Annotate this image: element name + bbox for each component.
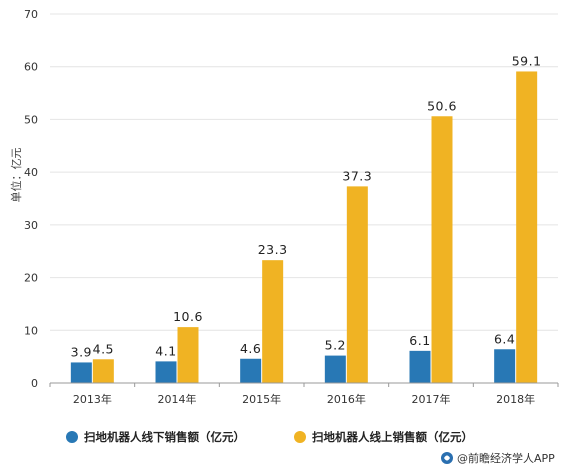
bar-offline: [494, 349, 516, 383]
x-axis-ticks: 2013年 2014年 2015年 2016年 2017年 2018年: [49, 383, 559, 406]
y-tick-label: 50: [24, 113, 38, 126]
data-label: 59.1: [512, 53, 542, 68]
credit-text: @前瞻经济学人APP: [457, 451, 555, 465]
x-tick-label: 2013年: [73, 392, 112, 406]
legend-label: 扫地机器人线上销售额（亿元）: [312, 430, 473, 444]
bar-online: [346, 186, 368, 383]
y-tick-label: 10: [24, 324, 38, 337]
gridlines: [50, 13, 558, 331]
x-tick-label: 2014年: [158, 392, 197, 406]
data-label: 23.3: [258, 242, 288, 257]
data-label: 4.5: [93, 341, 114, 356]
data-label: 4.6: [240, 341, 261, 356]
legend: 扫地机器人线下销售额（亿元） 扫地机器人线上销售额（亿元）: [66, 430, 473, 444]
y-tick-label: 0: [31, 377, 38, 390]
x-tick-label: 2015年: [242, 392, 281, 406]
legend-label: 扫地机器人线下销售额（亿元）: [84, 430, 245, 444]
bars: [70, 71, 538, 384]
bar-offline: [409, 350, 431, 383]
bar-offline: [70, 362, 92, 383]
y-tick-label: 40: [24, 166, 38, 179]
y-tick-label: 20: [24, 272, 38, 285]
y-axis-ticks: 0 10 20 30 40 50 60 70: [24, 8, 38, 390]
y-tick-label: 70: [24, 8, 38, 21]
data-label: 37.3: [342, 168, 372, 183]
data-label: 10.6: [173, 309, 203, 324]
data-label: 4.1: [155, 343, 176, 358]
bar-offline: [155, 361, 177, 383]
bar-offline: [240, 358, 262, 383]
bar-online: [262, 260, 284, 383]
data-label: 50.6: [427, 98, 457, 113]
bar-online: [431, 116, 453, 383]
y-axis-label: 单位：亿元: [9, 148, 23, 203]
data-label: 3.9: [71, 344, 92, 359]
x-tick-label: 2017年: [412, 392, 451, 406]
data-label: 5.2: [325, 338, 346, 353]
x-tick-label: 2016年: [327, 392, 366, 406]
y-tick-label: 60: [24, 61, 38, 74]
bar-online: [92, 359, 114, 383]
bar-online: [516, 71, 538, 384]
data-label: 6.1: [409, 333, 430, 348]
data-labels: 3.9 4.5 4.1 10.6 4.6 23.3 5.2 37.3 6.1 50.6 6.4 59.…: [71, 53, 542, 359]
bar-offline: [324, 355, 346, 383]
data-label: 6.4: [494, 331, 515, 346]
credit: @前瞻经济学人APP: [441, 451, 555, 465]
bar-online: [177, 327, 199, 383]
y-tick-label: 30: [24, 219, 38, 232]
legend-swatch: [66, 431, 78, 443]
legend-swatch: [294, 431, 306, 443]
x-tick-label: 2018年: [496, 392, 535, 406]
